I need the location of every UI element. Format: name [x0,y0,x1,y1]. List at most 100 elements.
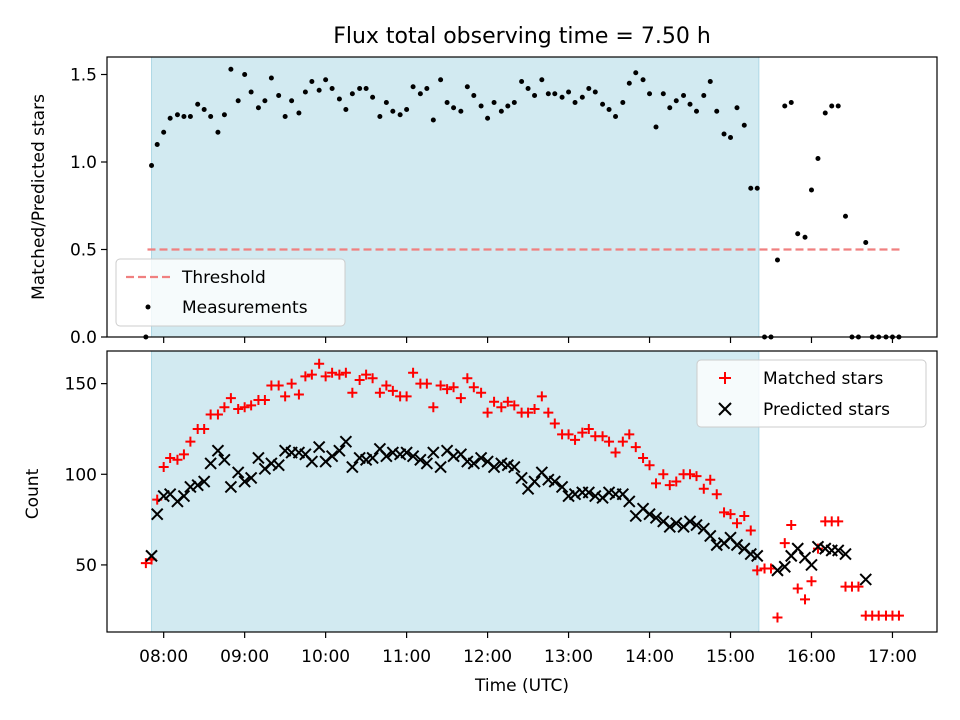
measurement-point [707,79,713,84]
measurement-point [336,96,342,102]
measurement-point [681,93,687,98]
matched-star-point [468,382,479,393]
predicted-star-point [427,446,440,459]
predicted-star-point [265,457,278,470]
predicted-star-point [690,518,703,532]
measurement-point [349,91,355,97]
predicted-star-point [555,480,569,494]
predicted-star-point [231,466,245,479]
matched-star-point [719,507,730,518]
predicted-star-point [467,457,481,470]
predicted-star-point [325,449,339,463]
predicted-star-point [751,549,764,563]
measurement-point [430,117,436,123]
predicted-star-point [548,475,562,488]
measurement-point [377,114,383,119]
matched-star-point [199,423,210,434]
measurement-point [545,91,551,97]
matched-star-point [327,367,338,378]
matched-star-point [725,509,736,520]
matched-star-point [387,385,398,396]
measurement-point [788,100,794,105]
matched-star-point [638,452,649,463]
measurement-point [795,231,801,237]
measurement-point [296,110,302,116]
predicted-star-point [406,449,420,463]
measurement-point [586,86,592,91]
measurement-point [600,101,606,107]
measurement-point [302,89,308,95]
matched-star-point [792,583,803,594]
top-plot-frame [106,56,938,338]
predicted-star-point [771,564,784,577]
x-tick-label: 16:00 [787,647,836,667]
predicted-star-point [238,475,251,488]
matched-star-point [806,576,817,587]
matched-star-point [893,610,904,621]
measurement-point [478,103,484,109]
predicted-star-point [710,538,723,552]
matched-star-point [745,525,756,536]
x-tick-label: 13:00 [544,647,593,667]
matched-star-point [853,581,864,592]
y-tick-label: 0.0 [70,328,97,348]
matched-star-point [334,369,345,380]
predicted-star-point [218,453,231,466]
matched-star-point [455,393,466,404]
matched-star-point [597,431,608,442]
predicted-star-point [204,457,217,470]
measurement-point [802,234,808,240]
predicted-star-point [346,460,359,474]
measurement-point [498,108,504,114]
measurement-point [754,185,760,191]
measurement-point [390,108,396,114]
matched-star-point [624,429,635,440]
matched-star-point [293,389,304,400]
measurement-point [782,103,788,109]
matched-star-point [671,476,682,487]
measurement-point [181,114,187,119]
matched-star-point [779,538,790,549]
predicted-star-point [197,475,211,488]
measurement-point [438,77,444,83]
legend-predicted-label: Predicted stars [763,400,890,420]
measurement-point [397,112,403,118]
matched-star-point [273,380,284,391]
bottom-y-axis: 50 100 150 [65,375,107,576]
matched-star-point [421,378,432,389]
measurement-point [149,163,155,168]
matched-star-point [340,367,351,378]
predicted-star-point [400,446,413,459]
bottom-legend: Matched stars Predicted stars [696,359,927,428]
predicted-star-point [414,453,427,466]
matched-star-point [705,474,716,485]
measurement-point [667,105,673,111]
chart-title: Flux total observing time = 7.50 h [333,24,711,49]
predicted-star-point [528,475,541,488]
predicted-star-point [224,480,238,494]
observing-window-shade-bottom [151,350,760,633]
measurement-point [424,86,430,91]
legend-matched-label: Matched stars [763,369,883,389]
matched-star-point [685,469,696,480]
predicted-star-point [623,495,636,508]
matched-star-point [428,402,439,413]
measurement-point [417,91,423,97]
matched-star-point [752,565,763,576]
matched-star-point [482,407,493,418]
matched-star-point [800,594,811,605]
legend-predicted-swatch [718,402,732,416]
matched-star-point [158,462,169,473]
x-tick-label: 09:00 [220,647,269,667]
matched-star-point [496,402,507,413]
matched-star-point [509,400,520,411]
measurement-point [620,100,626,105]
measurement-point [187,114,193,119]
predicted-star-point [643,507,656,521]
measurement-point [613,114,619,119]
matched-star-point [786,520,797,531]
predicted-star-point [730,538,744,552]
measurement-point [511,100,517,105]
matched-star-point [502,396,513,407]
measurement-point [208,114,214,119]
